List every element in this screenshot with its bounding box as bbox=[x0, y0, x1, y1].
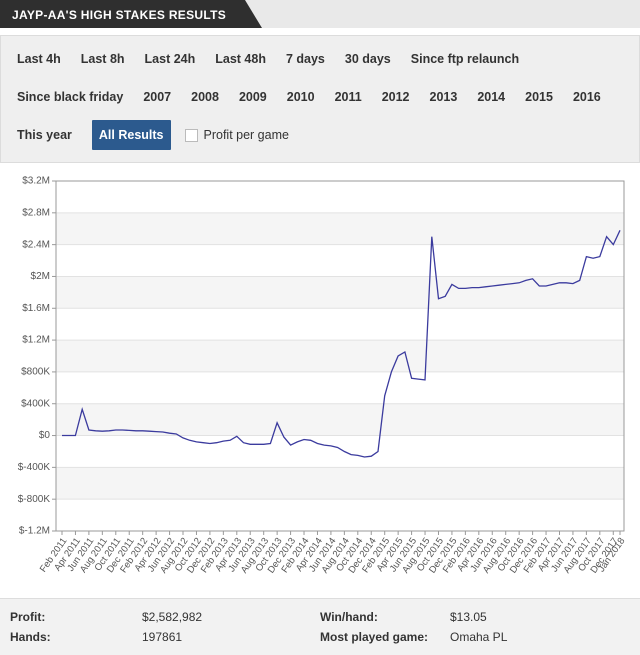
filter-link[interactable]: 2016 bbox=[572, 90, 601, 104]
filter-row: Since black friday 2007 2008 2009 2010 2011 20… bbox=[17, 90, 601, 104]
stat-value: $13.05 bbox=[450, 610, 487, 624]
y-tick-label: $-400K bbox=[18, 462, 51, 473]
y-tick-label: $-1.2M bbox=[19, 526, 50, 537]
filter-link[interactable]: Last 4h bbox=[17, 52, 61, 66]
filter-link[interactable]: Since black friday bbox=[17, 90, 124, 104]
band bbox=[56, 467, 624, 500]
y-tick-label: $-800K bbox=[18, 494, 51, 505]
filter-link[interactable]: 2008 bbox=[191, 90, 219, 104]
filter-link[interactable]: 2014 bbox=[477, 90, 506, 104]
filter-link[interactable]: This year bbox=[17, 128, 72, 142]
stat-value: $2,582,982 bbox=[142, 610, 203, 624]
stats-panel: Profit: $2,582,982 Win/hand: $13.05 Hands: 19… bbox=[0, 598, 640, 655]
y-tick-label: $800K bbox=[21, 367, 50, 378]
plot-border bbox=[55, 180, 625, 532]
filter-link[interactable]: 2012 bbox=[381, 90, 410, 104]
y-tick-label: $3.2M bbox=[22, 176, 50, 187]
checkbox[interactable] bbox=[184, 128, 198, 142]
y-tick-label: $1.6M bbox=[22, 303, 50, 314]
filter-link[interactable]: 30 days bbox=[344, 52, 391, 66]
profit-line bbox=[62, 230, 621, 458]
filter-link[interactable]: 2010 bbox=[286, 90, 315, 104]
band bbox=[56, 340, 624, 372]
band bbox=[56, 276, 624, 309]
filter-link[interactable]: Last 24h bbox=[144, 52, 196, 66]
filter-link[interactable]: 7 days bbox=[285, 52, 325, 66]
y-tick-label: $2.8M bbox=[22, 207, 50, 218]
chart: $-1.2M $-800K $-400K $0 $400K $800K $1.2M $1.6M… bbox=[18, 176, 628, 576]
filter-link[interactable]: Last 8h bbox=[80, 52, 125, 66]
header-title: JAYP-AA'S HIGH STAKES RESULTS bbox=[12, 8, 227, 22]
filter-link[interactable]: 2009 bbox=[238, 90, 267, 104]
filter-link[interactable]: All Results bbox=[91, 120, 171, 150]
stat-label: Hands: bbox=[10, 630, 51, 644]
y-tick-label: $400K bbox=[21, 398, 50, 409]
y-tick-label: $0 bbox=[39, 430, 51, 441]
band bbox=[56, 403, 624, 436]
filter-link[interactable]: 2007 bbox=[143, 90, 172, 104]
stat-label: Win/hand: bbox=[320, 610, 378, 624]
stat-label: Profit: bbox=[10, 610, 46, 624]
checkbox-label[interactable]: Profit per game bbox=[203, 128, 289, 142]
filter-link[interactable]: Since ftp relaunch bbox=[410, 52, 520, 66]
y-tick-label: $2M bbox=[31, 271, 50, 282]
stat-label: Most played game: bbox=[320, 630, 429, 644]
y-tick-label: $1.2M bbox=[22, 335, 50, 346]
stat-value: Omaha PL bbox=[450, 630, 508, 644]
stat-value: 197861 bbox=[142, 630, 183, 644]
filter-link[interactable]: Last 48h bbox=[215, 52, 266, 66]
filter-row: Last 4h Last 8h Last 24h Last 48h 7 days 30 d… bbox=[17, 52, 519, 66]
band bbox=[56, 212, 624, 245]
header bbox=[0, 0, 262, 28]
y-tick-label: $2.4M bbox=[22, 239, 50, 250]
filter-row: This year All Results Profit per game bbox=[17, 120, 289, 150]
filter-link[interactable]: 2011 bbox=[334, 90, 362, 104]
filter-link[interactable]: 2013 bbox=[429, 90, 458, 104]
filter-link[interactable]: 2015 bbox=[525, 90, 553, 104]
